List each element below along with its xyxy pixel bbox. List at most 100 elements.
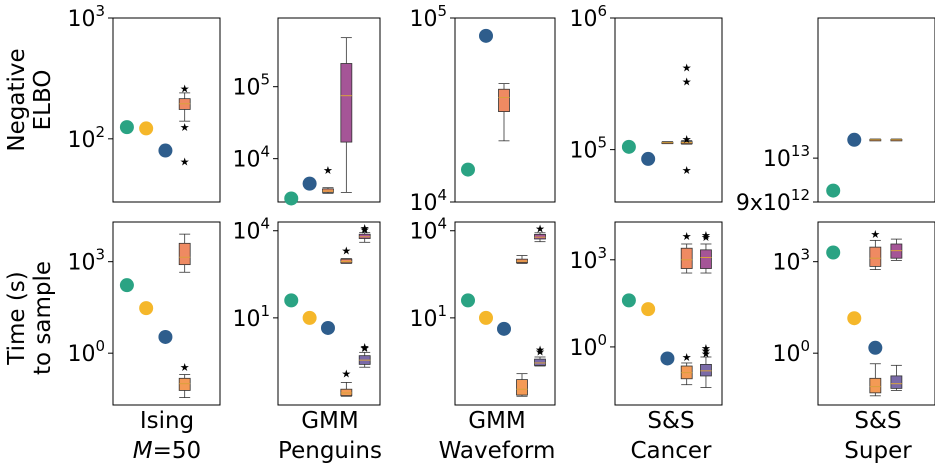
col-label-ising-1: Ising — [140, 408, 194, 434]
point-blue — [641, 151, 656, 166]
col-label-waveform-2: Waveform — [439, 438, 556, 464]
y-tick-base: 10 — [409, 220, 437, 245]
flier: ★ — [180, 83, 190, 96]
point-teal — [461, 162, 475, 177]
point-teal — [284, 191, 299, 206]
boxplot — [890, 364, 903, 391]
boxplot: ★ — [680, 351, 693, 386]
y-tick-label: 104 — [232, 215, 270, 245]
panel-frame — [454, 17, 556, 203]
y-tick-exponent: 3 — [597, 244, 607, 262]
point-teal — [461, 293, 475, 308]
flier: ★ — [535, 345, 545, 358]
y-tick-exponent: 5 — [260, 71, 270, 89]
boxplot: ★★ — [700, 229, 712, 274]
y-tick-exponent: 0 — [800, 337, 810, 355]
flier: ★ — [360, 342, 370, 355]
y-tick-exponent: 1 — [260, 302, 270, 320]
y-tick-label: 101 — [232, 302, 270, 332]
y-tick-exponent: 4 — [437, 186, 447, 204]
y-tick-label: 100 — [67, 337, 105, 367]
point-blue — [158, 143, 173, 158]
boxplot — [869, 138, 882, 142]
y-tick-exponent: 0 — [95, 337, 105, 355]
y-tick-base: 10 — [232, 148, 260, 173]
panel-frame — [277, 17, 381, 203]
y-tick-exponent: 4 — [260, 215, 270, 233]
col-label-cancer-2: Cancer — [631, 438, 713, 464]
box-iqr — [340, 388, 353, 397]
flier: ★ — [701, 229, 711, 242]
col-label-super-1: S&S — [854, 408, 901, 434]
col-label-ising-2: M=50 — [133, 438, 201, 464]
y-tick-base: 10 — [409, 307, 437, 332]
panel-frame — [817, 221, 935, 406]
y-tick-base: 10 — [232, 76, 260, 101]
flier: ★ — [535, 222, 545, 235]
panel-frame — [817, 17, 935, 203]
y-tick-label: 105 — [232, 71, 270, 101]
y-tick-label: 104 — [232, 143, 270, 173]
y-tick-exponent: 2 — [95, 123, 105, 141]
boxplot: ★★★★ — [680, 62, 693, 177]
y-tick-label: 106 — [569, 2, 607, 32]
flier: ★ — [682, 62, 692, 75]
col-label-penguins-1: GMM — [301, 408, 359, 434]
y-tick-exponent: 12 — [791, 186, 810, 204]
point-yellow — [641, 302, 656, 317]
flier: ★ — [535, 343, 545, 356]
boxplot: ★ — [680, 230, 693, 274]
y-tick-exponent: 4 — [437, 215, 447, 233]
y-tick-base: 10 — [67, 342, 95, 367]
flier: ★ — [341, 244, 351, 257]
flier: ★ — [180, 121, 190, 134]
flier: ★ — [180, 361, 190, 374]
flier: ★ — [682, 230, 692, 243]
point-teal — [284, 293, 299, 308]
y-tick-label: 9x1012 — [736, 186, 810, 216]
y-tick-base: 10 — [569, 7, 597, 32]
boxplot — [890, 138, 903, 142]
flier: ★ — [360, 222, 370, 235]
y-tick-base: 10 — [772, 251, 800, 276]
col-label-cancer-1: S&S — [647, 408, 694, 434]
flier: ★ — [682, 75, 692, 88]
y-tick-label: 105 — [409, 2, 447, 32]
y-tick-base: 10 — [232, 220, 260, 245]
box-iqr — [340, 63, 353, 143]
boxplot: ★★ — [358, 222, 371, 243]
point-teal — [119, 278, 134, 293]
y-tick-base: 10 — [409, 191, 437, 216]
y-tick-label: 105 — [569, 134, 607, 164]
y-tick-label: 103 — [569, 244, 607, 274]
y-tick-base: 10 — [569, 336, 597, 361]
point-yellow — [847, 311, 862, 326]
panel-frame — [277, 221, 381, 406]
col-label-penguins-2: Penguins — [278, 438, 382, 464]
y-tick-label: 103 — [67, 246, 105, 276]
y-tick-base: 10 — [763, 147, 791, 172]
box-iqr — [534, 233, 546, 240]
flier: ★ — [682, 133, 692, 146]
y-tick-exponent: 3 — [95, 2, 105, 20]
box-iqr — [680, 247, 693, 269]
boxplot — [869, 363, 882, 397]
boxplot: ★ — [534, 222, 546, 243]
boxplot: ★ — [340, 368, 353, 397]
point-blue — [479, 28, 493, 43]
flier: ★ — [323, 164, 333, 177]
y-tick-base: 10 — [232, 307, 260, 332]
point-blue — [868, 340, 883, 355]
y-tick-exponent: 0 — [597, 331, 607, 349]
boxplot — [340, 37, 353, 193]
boxplot: ★ — [869, 228, 882, 271]
point-yellow — [139, 301, 154, 316]
y-tick-base: 10 — [772, 342, 800, 367]
point-blue — [847, 132, 862, 147]
y-tick-base: 10 — [67, 251, 95, 276]
